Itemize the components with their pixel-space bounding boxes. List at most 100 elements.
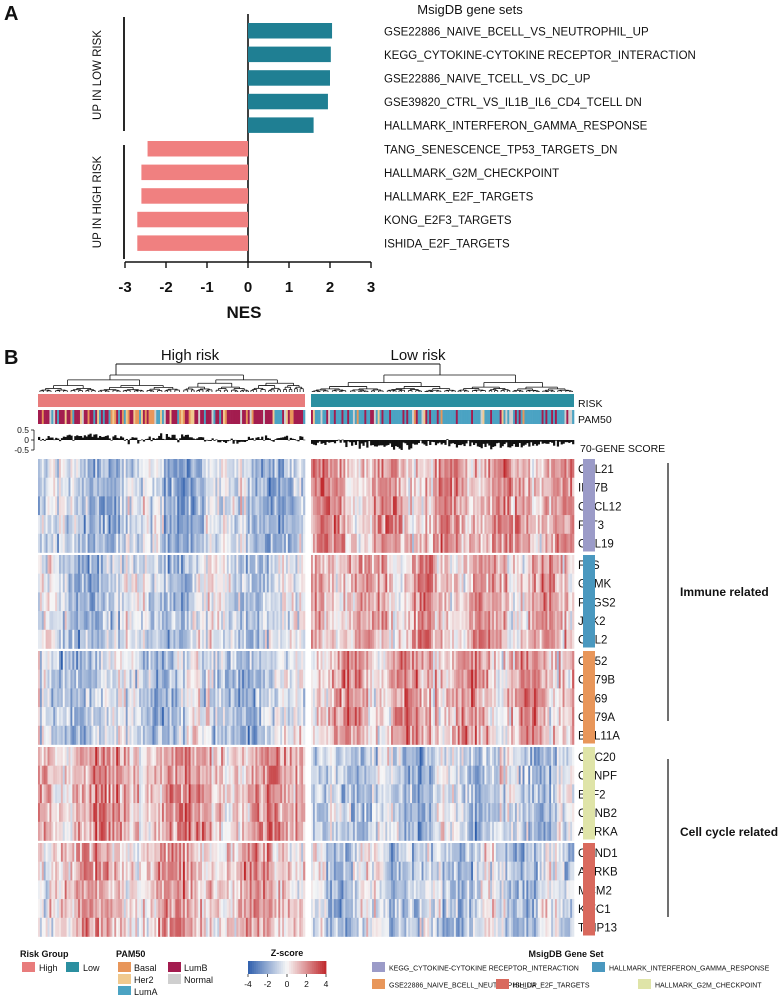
heatmap-cell bbox=[541, 573, 544, 593]
pam50-cell bbox=[478, 410, 481, 424]
heatmap-cell bbox=[343, 629, 346, 649]
score-bar bbox=[266, 438, 270, 440]
heatmap-cell bbox=[211, 669, 214, 689]
heatmap-cell bbox=[516, 688, 520, 708]
heatmap-cell bbox=[472, 533, 476, 553]
heatmap-cell bbox=[486, 688, 489, 708]
heatmap-cell bbox=[203, 477, 207, 497]
heatmap-cell bbox=[507, 629, 510, 649]
heatmap-cell bbox=[253, 707, 256, 727]
heatmap-cell bbox=[104, 496, 107, 516]
heatmap-cell bbox=[203, 459, 207, 478]
heatmap-cell bbox=[297, 629, 300, 649]
score-tick-label: 0.5 bbox=[17, 425, 29, 435]
pam50-cell bbox=[295, 410, 298, 424]
heatmap-cell bbox=[232, 629, 235, 649]
heatmap-cell bbox=[255, 515, 258, 535]
heatmap-cell bbox=[139, 611, 142, 631]
pam50-cell bbox=[97, 410, 100, 424]
heatmap-cell bbox=[532, 573, 535, 593]
heatmap-cell bbox=[389, 496, 392, 516]
heatmap-cell bbox=[228, 669, 231, 689]
heatmap-cell bbox=[511, 533, 514, 553]
heatmap-cell bbox=[289, 515, 292, 535]
score-bar bbox=[156, 438, 159, 440]
heatmap-cell bbox=[293, 515, 296, 535]
heatmap-cell bbox=[543, 555, 546, 574]
heatmap-cell bbox=[453, 669, 457, 689]
heatmap-cell bbox=[287, 651, 291, 670]
score-bar bbox=[556, 440, 560, 447]
heatmap-cell bbox=[76, 669, 79, 689]
pam50-cell bbox=[339, 410, 342, 424]
heatmap-cell bbox=[291, 629, 294, 649]
heatmap-cell bbox=[289, 573, 292, 593]
heatmap-cell bbox=[137, 477, 140, 497]
heatmap-cell bbox=[453, 629, 457, 649]
heatmap-cell bbox=[457, 515, 460, 535]
heatmap-cell bbox=[182, 688, 186, 708]
heatmap-cell bbox=[144, 629, 148, 649]
heatmap-cell bbox=[448, 573, 451, 593]
heatmap-cell bbox=[91, 669, 94, 689]
heatmap-cell bbox=[217, 515, 220, 535]
heatmap-cell bbox=[299, 651, 302, 670]
heatmap-cell bbox=[43, 477, 46, 497]
heatmap-cell bbox=[421, 477, 424, 497]
heatmap-cell bbox=[371, 688, 375, 708]
heatmap-cell bbox=[314, 573, 318, 593]
heatmap-cell bbox=[366, 669, 369, 689]
heatmap-cell bbox=[478, 515, 481, 535]
score-bar bbox=[480, 440, 483, 449]
heatmap-cell bbox=[478, 629, 481, 649]
heatmap-cell bbox=[511, 688, 514, 708]
heatmap-cell bbox=[436, 555, 439, 574]
heatmap-cell bbox=[83, 592, 86, 612]
heatmap-cell bbox=[453, 555, 457, 574]
heatmap-cell bbox=[501, 477, 504, 497]
heatmap-cell bbox=[198, 651, 201, 670]
heatmap-cell bbox=[478, 688, 481, 708]
heatmap-cell bbox=[383, 477, 386, 497]
heatmap-cell bbox=[224, 651, 228, 670]
pam50-cell bbox=[480, 410, 483, 424]
heatmap-cell bbox=[211, 496, 214, 516]
heatmap-cell bbox=[38, 477, 41, 497]
heatmap-cell bbox=[142, 592, 146, 612]
heatmap-cell bbox=[116, 515, 119, 535]
heatmap-cell bbox=[156, 496, 159, 516]
heatmap-cell bbox=[47, 555, 50, 574]
heatmap-cell bbox=[452, 477, 455, 497]
heatmap-cell bbox=[200, 555, 203, 574]
heatmap-cell bbox=[118, 477, 121, 497]
heatmap-cell bbox=[471, 533, 474, 553]
heatmap-cell bbox=[364, 459, 367, 478]
heatmap-cell bbox=[238, 669, 241, 689]
heatmap-cell bbox=[99, 669, 102, 689]
heatmap-cell bbox=[221, 477, 224, 497]
heatmap-cell bbox=[568, 611, 571, 631]
heatmap-cell bbox=[343, 688, 346, 708]
heatmap-cell bbox=[442, 496, 445, 516]
heatmap-cell bbox=[488, 629, 491, 649]
score-bar bbox=[240, 440, 243, 442]
heatmap-cell bbox=[469, 688, 472, 708]
heatmap-cell bbox=[64, 459, 67, 478]
heatmap-cell bbox=[150, 707, 153, 727]
pam50-cell bbox=[398, 410, 401, 424]
category-label: HALLMARK_INTERFERON_GAMMA_RESPONSE bbox=[384, 121, 648, 133]
heatmap-cell bbox=[547, 651, 550, 670]
heatmap-cell bbox=[356, 573, 359, 593]
heatmap-cell bbox=[66, 533, 69, 553]
heatmap-cell bbox=[383, 573, 386, 593]
heatmap-cell bbox=[74, 651, 77, 670]
heatmap-cell bbox=[400, 611, 403, 631]
heatmap-cell bbox=[394, 669, 398, 689]
heatmap-cell bbox=[311, 611, 314, 631]
heatmap-cell bbox=[209, 651, 212, 670]
heatmap-cell bbox=[553, 533, 556, 553]
heatmap-cell bbox=[493, 459, 497, 478]
heatmap-cell bbox=[564, 573, 567, 593]
heatmap-cell bbox=[47, 688, 50, 708]
heatmap-cell bbox=[133, 688, 136, 708]
